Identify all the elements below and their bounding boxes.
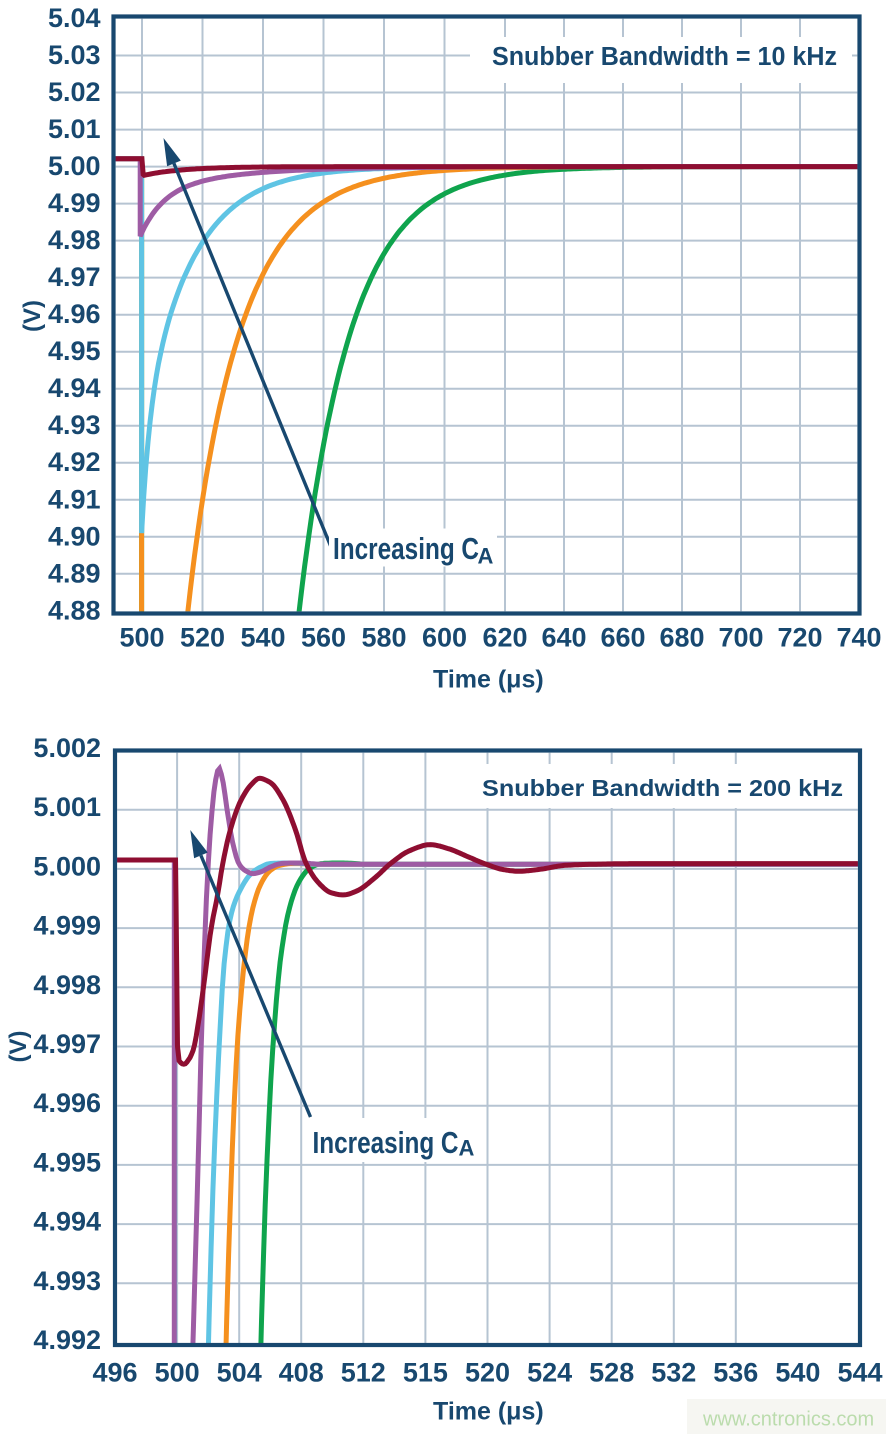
svg-text:524: 524	[527, 1358, 572, 1388]
svg-text:528: 528	[589, 1358, 634, 1388]
svg-text:560: 560	[301, 622, 346, 652]
svg-text:4.95: 4.95	[48, 336, 101, 366]
svg-text:500: 500	[155, 1358, 200, 1388]
svg-text:5.001: 5.001	[33, 792, 101, 822]
svg-text:544: 544	[837, 1358, 882, 1388]
svg-text:580: 580	[361, 622, 406, 652]
svg-text:520: 520	[465, 1358, 510, 1388]
svg-text:5.002: 5.002	[33, 733, 101, 763]
svg-text:(V): (V)	[5, 1031, 32, 1063]
svg-text:5.01: 5.01	[48, 114, 101, 144]
svg-text:Snubber Bandwidth = 200 kHz: Snubber Bandwidth = 200 kHz	[482, 775, 843, 801]
svg-text:4.90: 4.90	[48, 521, 101, 551]
svg-text:520: 520	[180, 622, 225, 652]
svg-text:4.91: 4.91	[48, 484, 101, 514]
svg-text:4.93: 4.93	[48, 410, 101, 440]
svg-text:5.02: 5.02	[48, 77, 101, 107]
svg-text:532: 532	[651, 1358, 696, 1388]
svg-text:www.cntronics.com: www.cntronics.com	[702, 1409, 874, 1431]
svg-text:A: A	[478, 544, 494, 569]
svg-text:4.92: 4.92	[48, 447, 101, 477]
svg-text:4.995: 4.995	[33, 1147, 101, 1177]
svg-text:700: 700	[718, 622, 763, 652]
svg-text:536: 536	[713, 1358, 758, 1388]
svg-text:4.993: 4.993	[33, 1266, 101, 1296]
svg-text:540: 540	[240, 622, 285, 652]
svg-text:4.98: 4.98	[48, 225, 101, 255]
svg-text:600: 600	[422, 622, 467, 652]
svg-text:4.996: 4.996	[33, 1088, 101, 1118]
svg-text:(V): (V)	[19, 300, 46, 332]
svg-text:4.994: 4.994	[33, 1207, 101, 1237]
svg-text:512: 512	[341, 1358, 386, 1388]
svg-text:408: 408	[279, 1358, 324, 1388]
svg-text:740: 740	[836, 622, 881, 652]
svg-text:4.97: 4.97	[48, 262, 101, 292]
svg-text:504: 504	[217, 1358, 262, 1388]
svg-text:Time (μs): Time (μs)	[433, 1397, 544, 1425]
svg-text:680: 680	[659, 622, 704, 652]
svg-text:4.94: 4.94	[48, 373, 101, 403]
svg-text:4.997: 4.997	[33, 1029, 101, 1059]
svg-text:4.89: 4.89	[48, 558, 101, 588]
svg-text:5.00: 5.00	[48, 151, 101, 181]
svg-text:5.03: 5.03	[48, 40, 101, 70]
svg-text:4.992: 4.992	[33, 1325, 101, 1355]
svg-text:4.998: 4.998	[33, 970, 101, 1000]
svg-text:5.000: 5.000	[33, 851, 101, 881]
svg-text:Increasing C: Increasing C	[313, 1125, 459, 1160]
svg-text:5.04: 5.04	[48, 3, 101, 33]
svg-text:660: 660	[600, 622, 645, 652]
svg-text:Increasing C: Increasing C	[333, 531, 479, 566]
svg-text:4.999: 4.999	[33, 911, 101, 941]
svg-text:540: 540	[775, 1358, 820, 1388]
svg-text:4.99: 4.99	[48, 188, 101, 218]
svg-text:4.96: 4.96	[48, 299, 101, 329]
svg-text:515: 515	[403, 1358, 448, 1388]
svg-text:Time (μs): Time (μs)	[433, 666, 544, 694]
svg-text:500: 500	[119, 622, 164, 652]
svg-text:620: 620	[482, 622, 527, 652]
svg-text:Snubber Bandwidth = 10 kHz: Snubber Bandwidth = 10 kHz	[492, 43, 837, 71]
svg-text:A: A	[459, 1136, 475, 1161]
svg-text:496: 496	[92, 1358, 137, 1388]
svg-text:4.88: 4.88	[48, 595, 101, 625]
svg-text:720: 720	[777, 622, 822, 652]
svg-text:640: 640	[541, 622, 586, 652]
